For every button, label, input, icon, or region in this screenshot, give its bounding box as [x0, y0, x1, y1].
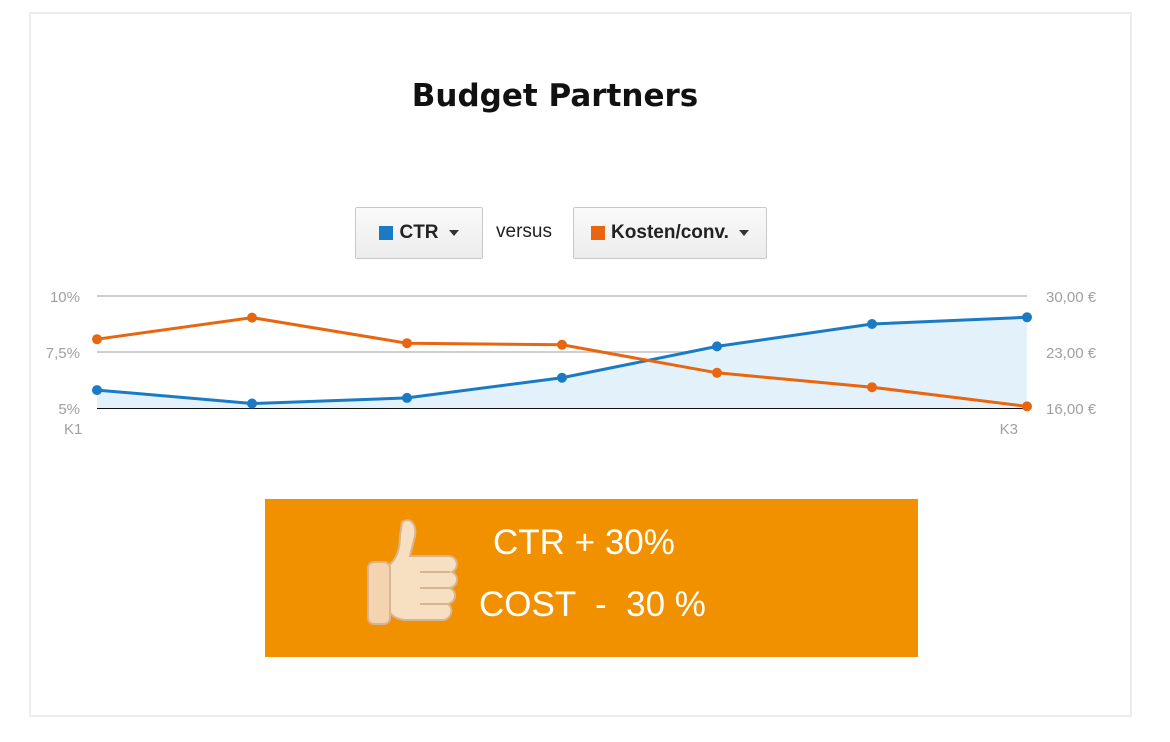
metric-ctr-label: CTR — [399, 222, 439, 243]
ctr-point — [1022, 312, 1032, 323]
ctr-color-swatch — [379, 226, 394, 240]
chevron-down-icon — [738, 230, 749, 236]
versus-label: versus — [496, 221, 552, 242]
kosten-conv--point — [557, 339, 567, 350]
left-tick-label: 7,5% — [46, 345, 80, 362]
ctr-point — [557, 372, 567, 383]
chevron-down-icon — [448, 230, 459, 236]
ctr-point — [867, 319, 877, 329]
x-start-label: K1 — [64, 421, 82, 438]
kosten-conv--point — [712, 367, 722, 378]
right-tick-label: 30,00 € — [1046, 289, 1097, 306]
ctr-result-text: CTR + 30% — [493, 523, 675, 562]
left-tick-label: 5% — [58, 401, 80, 418]
right-tick-label: 16,00 € — [1046, 401, 1097, 418]
kosten-conv--point — [867, 382, 877, 393]
right-tick-label: 23,00 € — [1046, 345, 1097, 362]
page-title: Budget Partners — [411, 78, 699, 114]
ctr-point — [247, 398, 257, 409]
thumbs-up-icon — [367, 519, 458, 625]
metric-ctr-dropdown[interactable]: CTR — [355, 207, 483, 259]
kosten-conv--point — [247, 312, 257, 323]
kosten-conv--point — [402, 338, 412, 349]
metric-cost-dropdown[interactable]: Kosten/conv. — [573, 207, 767, 259]
cost-result-text: COST - 30 % — [479, 585, 706, 624]
ctr-point — [402, 392, 412, 403]
metric-cost-label: Kosten/conv. — [611, 222, 729, 243]
x-end-label: K3 — [1000, 421, 1018, 438]
ctr-point — [92, 385, 102, 396]
result-banner: CTR + 30% COST - 30 % — [265, 499, 918, 657]
kosten-conv--point — [92, 334, 102, 345]
ctr-area — [97, 317, 1027, 408]
left-tick-label: 10% — [50, 289, 80, 306]
kosten-conv--point — [1022, 401, 1032, 412]
cost-color-swatch — [591, 226, 606, 240]
ctr-point — [712, 341, 722, 352]
